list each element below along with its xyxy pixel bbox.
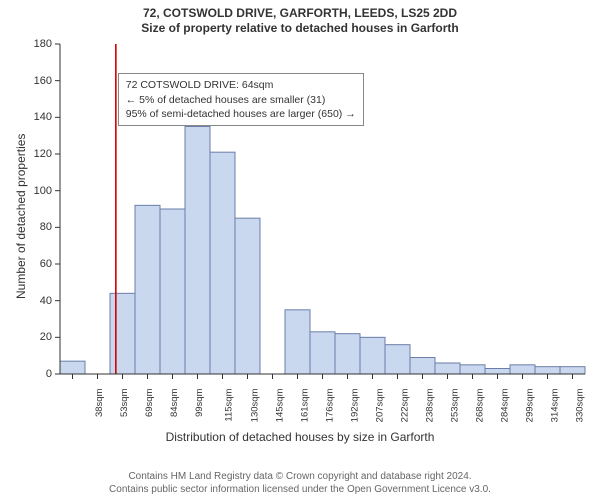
histogram-bar bbox=[560, 367, 585, 374]
x-tick-label: 314sqm bbox=[549, 389, 560, 423]
x-tick-label: 330sqm bbox=[574, 389, 585, 423]
histogram-bar bbox=[460, 365, 485, 374]
y-tick-label: 60 bbox=[28, 258, 52, 270]
x-axis-caption: Distribution of detached houses by size … bbox=[0, 430, 600, 444]
chart-title-address: 72, COTSWOLD DRIVE, GARFORTH, LEEDS, LS2… bbox=[0, 6, 600, 21]
y-axis-label: Number of detached properties bbox=[14, 134, 28, 299]
x-tick-label: 192sqm bbox=[349, 389, 360, 423]
histogram-bar bbox=[285, 310, 310, 374]
histogram-bar bbox=[535, 367, 560, 374]
x-tick-label: 268sqm bbox=[474, 389, 485, 423]
x-tick-label: 84sqm bbox=[169, 389, 180, 418]
y-tick-label: 0 bbox=[28, 368, 52, 380]
x-tick-label: 253sqm bbox=[449, 389, 460, 423]
histogram-bar bbox=[435, 363, 460, 374]
histogram-bar bbox=[485, 369, 510, 375]
x-tick-label: 222sqm bbox=[399, 389, 410, 423]
x-tick-label: 38sqm bbox=[94, 389, 105, 418]
x-tick-label: 161sqm bbox=[299, 389, 310, 423]
y-tick-label: 100 bbox=[28, 185, 52, 197]
x-tick-label: 130sqm bbox=[249, 389, 260, 423]
histogram-bar bbox=[510, 365, 535, 374]
info-box: 72 COTSWOLD DRIVE: 64sqm ← 5% of detache… bbox=[118, 73, 364, 126]
y-tick-label: 40 bbox=[28, 295, 52, 307]
footer: Contains HM Land Registry data © Crown c… bbox=[0, 471, 600, 496]
histogram-bar bbox=[60, 361, 85, 374]
info-box-line-3: 95% of semi-detached houses are larger (… bbox=[126, 107, 356, 121]
histogram-bar bbox=[360, 337, 385, 374]
histogram-bar bbox=[385, 345, 410, 374]
histogram-bar bbox=[185, 127, 210, 375]
x-tick-label: 99sqm bbox=[194, 389, 205, 418]
x-tick-label: 53sqm bbox=[119, 389, 130, 418]
histogram-bar bbox=[160, 209, 185, 374]
x-tick-label: 176sqm bbox=[324, 389, 335, 423]
histogram-bar bbox=[135, 205, 160, 374]
chart-title-subtitle: Size of property relative to detached ho… bbox=[0, 21, 600, 36]
x-tick-label: 284sqm bbox=[499, 389, 510, 423]
y-tick-label: 20 bbox=[28, 331, 52, 343]
chart-container: { "figure": { "width_px": 600, "height_p… bbox=[0, 0, 600, 500]
histogram-bar bbox=[335, 334, 360, 374]
x-tick-label: 69sqm bbox=[144, 389, 155, 418]
y-tick-label: 180 bbox=[28, 38, 52, 50]
histogram-bar bbox=[410, 358, 435, 375]
info-box-line-1: 72 COTSWOLD DRIVE: 64sqm bbox=[126, 78, 356, 92]
y-tick-label: 140 bbox=[28, 111, 52, 123]
y-tick-label: 120 bbox=[28, 148, 52, 160]
x-tick-label: 115sqm bbox=[223, 389, 234, 422]
x-tick-label: 299sqm bbox=[524, 389, 535, 423]
x-tick-label: 145sqm bbox=[274, 389, 285, 423]
y-tick-label: 80 bbox=[28, 221, 52, 233]
histogram-bar bbox=[310, 332, 335, 374]
histogram-bar bbox=[110, 293, 135, 374]
chart-titles: 72, COTSWOLD DRIVE, GARFORTH, LEEDS, LS2… bbox=[0, 0, 600, 36]
x-tick-label: 238sqm bbox=[424, 389, 435, 423]
histogram-bar bbox=[210, 152, 235, 374]
x-tick-label: 207sqm bbox=[374, 389, 385, 423]
footer-line-1: Contains HM Land Registry data © Crown c… bbox=[0, 471, 600, 484]
footer-line-2: Contains public sector information licen… bbox=[0, 484, 600, 497]
info-box-line-2: ← 5% of detached houses are smaller (31) bbox=[126, 93, 356, 107]
histogram-bar bbox=[235, 218, 260, 374]
y-tick-label: 160 bbox=[28, 75, 52, 87]
